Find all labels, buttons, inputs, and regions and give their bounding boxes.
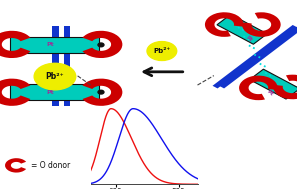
Wedge shape <box>83 31 122 58</box>
Circle shape <box>147 42 177 60</box>
Text: Pb²⁺: Pb²⁺ <box>46 72 64 81</box>
Wedge shape <box>0 31 30 58</box>
Bar <box>250 69 297 99</box>
Bar <box>52 26 59 106</box>
Wedge shape <box>0 79 30 106</box>
Bar <box>213 25 297 88</box>
Bar <box>10 37 99 53</box>
Bar <box>10 84 99 100</box>
Bar <box>219 25 297 88</box>
Wedge shape <box>273 75 297 99</box>
Bar <box>217 14 267 44</box>
Circle shape <box>98 43 104 47</box>
Wedge shape <box>205 12 244 37</box>
Circle shape <box>34 63 76 90</box>
Wedge shape <box>5 158 26 173</box>
Bar <box>64 26 70 106</box>
Text: Pb²⁺: Pb²⁺ <box>153 48 170 54</box>
Wedge shape <box>83 79 122 106</box>
Wedge shape <box>239 76 278 100</box>
Text: Pt: Pt <box>47 42 54 47</box>
Wedge shape <box>242 12 281 37</box>
Circle shape <box>98 90 104 94</box>
Text: Pt: Pt <box>47 90 54 95</box>
Text: = O donor: = O donor <box>31 161 70 170</box>
Text: Pt: Pt <box>245 35 254 43</box>
Text: Pt: Pt <box>266 89 274 97</box>
